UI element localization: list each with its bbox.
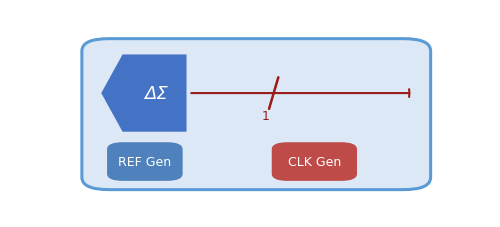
- FancyBboxPatch shape: [272, 143, 357, 181]
- Text: CLK Gen: CLK Gen: [288, 155, 341, 168]
- Text: 1: 1: [262, 110, 270, 123]
- Text: REF Gen: REF Gen: [118, 155, 172, 168]
- Text: ΔΣ: ΔΣ: [144, 85, 168, 103]
- FancyBboxPatch shape: [82, 39, 430, 190]
- Polygon shape: [101, 55, 186, 132]
- FancyBboxPatch shape: [107, 143, 182, 181]
